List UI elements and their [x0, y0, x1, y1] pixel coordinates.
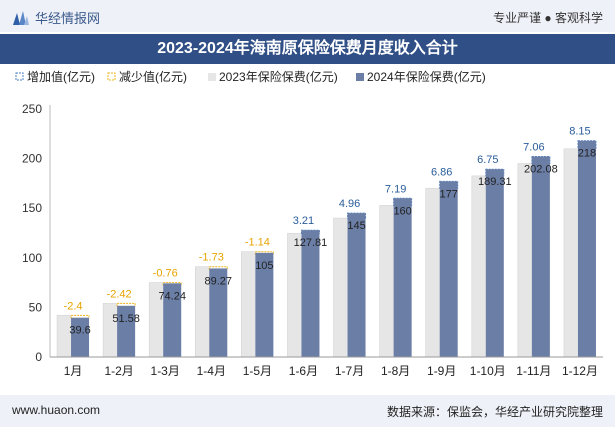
value-label-2024: 105	[255, 260, 273, 272]
change-label: 3.21	[293, 215, 314, 227]
y-axis: 0 50 100 150 200 250	[22, 102, 51, 364]
site-url[interactable]: www.huaon.com	[12, 403, 101, 417]
bar-2024	[577, 140, 596, 357]
chart-title: 2023-2024年海南原保险保费月度收入合计	[157, 40, 458, 57]
change-label: -0.76	[153, 268, 178, 280]
change-label: -2.42	[107, 288, 132, 300]
change-label: 6.86	[431, 166, 452, 178]
value-label-2024: 189.31	[478, 176, 512, 188]
value-label-2024: 218	[578, 148, 596, 160]
bar-2024	[71, 317, 90, 357]
legend-label: 减少值(亿元)	[119, 69, 187, 84]
tagline: 专业严谨 ● 客观科学	[493, 11, 603, 25]
logo-icon	[13, 10, 29, 25]
value-label-2024: 202.08	[524, 164, 558, 176]
change-label: 8.15	[569, 126, 590, 138]
legend-label: 2024年保险保费(亿元)	[367, 69, 486, 84]
x-axis: 1月 1-2月 1-3月 1-4月 1-5月 1-6月 1-7月 1-8月 1-9月 1-10月 1…	[50, 356, 603, 378]
legend-decrease-swatch	[107, 72, 116, 81]
y-tick-label: 200	[22, 152, 42, 166]
x-tick-label: 1-4月	[197, 364, 226, 378]
x-tick-label: 1-11月	[516, 364, 551, 378]
chart: 增加值(亿元) 减少值(亿元) 2023年保险保费(亿元) 2024年保险保费(亿元)…	[15, 69, 603, 378]
y-tick-label: 100	[22, 251, 42, 265]
bar-2024	[255, 252, 274, 357]
value-label-2024: 145	[347, 220, 365, 232]
bar-2024	[163, 283, 182, 357]
brand-name: 华经情报网	[35, 11, 101, 26]
x-tick-label: 1-5月	[243, 364, 272, 378]
y-tick-label: 150	[22, 201, 42, 215]
y-tick-label: 50	[29, 300, 43, 314]
y-tick-label: 250	[22, 102, 42, 116]
brand[interactable]: 华经情报网	[12, 8, 100, 27]
bar-2024	[485, 169, 504, 357]
change-label: 7.06	[523, 142, 544, 154]
change-label: 6.75	[477, 154, 498, 166]
bar-2024	[209, 268, 228, 357]
top-bar: 华经情报网 专业严谨 ● 客观科学	[0, 0, 615, 32]
value-label-2024: 51.58	[112, 313, 140, 325]
x-tick-label: 1-3月	[151, 364, 180, 378]
change-label: -1.73	[199, 252, 224, 264]
x-tick-label: 1月	[64, 364, 83, 378]
x-tick-label: 1-9月	[427, 364, 456, 378]
bar-2024	[531, 156, 550, 357]
value-label-2024: 74.24	[158, 290, 186, 302]
x-tick-label: 1-6月	[289, 364, 318, 378]
legend: 增加值(亿元) 减少值(亿元) 2023年保险保费(亿元) 2024年保险保费(亿元)	[15, 69, 486, 84]
bar-2024	[301, 230, 320, 357]
bar-2024	[347, 213, 366, 357]
value-label-2024: 89.27	[205, 275, 233, 287]
value-label-2024: 160	[393, 205, 411, 217]
y-tick-label: 0	[35, 350, 42, 364]
change-label: 7.19	[385, 183, 406, 195]
change-label: 4.96	[339, 198, 360, 210]
x-tick-label: 1-2月	[104, 364, 133, 378]
change-label: -1.14	[245, 237, 270, 249]
change-label: -2.4	[64, 300, 83, 312]
legend-label: 2023年保险保费(亿元)	[219, 69, 338, 84]
footer: www.huaon.com 数据来源：保监会，华经产业研究院整理	[0, 395, 615, 427]
bar-2024	[393, 198, 412, 357]
value-label-2024: 39.6	[69, 325, 90, 337]
value-label-2024: 177	[440, 188, 458, 200]
title-bar: 2023-2024年海南原保险保费月度收入合计	[0, 34, 615, 64]
bar-2024	[117, 305, 136, 357]
legend-series-swatch	[208, 73, 216, 81]
bars: -2.4 39.6 -2.42 51.58 -0.76 74.24 -1.73 89.27 -1…	[56, 126, 597, 358]
legend-label: 增加值(亿元)	[27, 69, 95, 84]
x-tick-label: 1-12月	[562, 364, 598, 378]
legend-series-swatch	[356, 73, 364, 81]
value-label-2024: 127.81	[294, 237, 328, 249]
x-tick-label: 1-7月	[335, 364, 364, 378]
legend-increase-swatch	[15, 72, 24, 81]
x-tick-label: 1-10月	[470, 364, 506, 378]
data-source: 数据来源：保监会，华经产业研究院整理	[386, 405, 603, 419]
bar-2024	[439, 181, 458, 357]
x-tick-label: 1-8月	[381, 364, 410, 378]
